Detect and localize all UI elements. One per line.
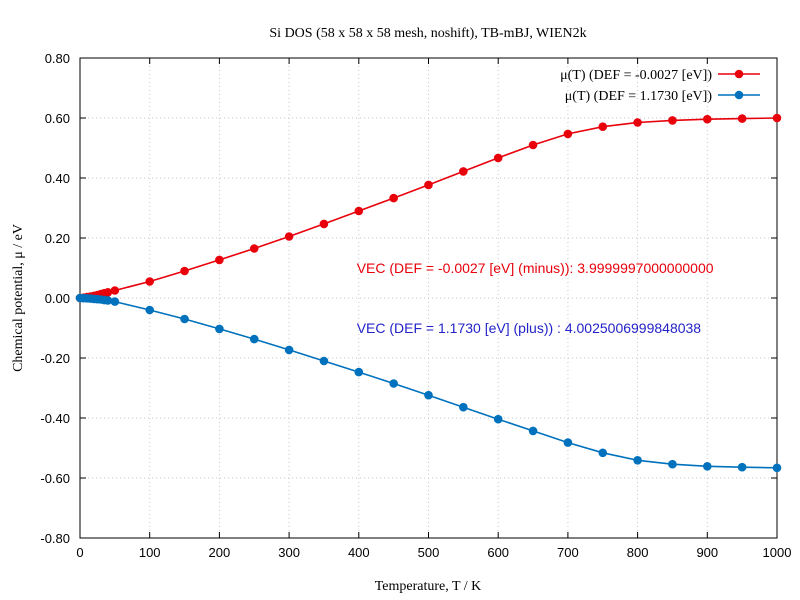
x-axis-label: Temperature, T / K [375, 579, 482, 594]
y-tick-label: 0.80 [45, 51, 70, 66]
data-point [737, 114, 747, 123]
data-point [703, 462, 712, 471]
legend-swatch-point [734, 90, 744, 100]
data-point [459, 167, 468, 176]
legend-label: μ(T) (DEF = -0.0027 [eV]) [560, 68, 712, 83]
legend: μ(T) (DEF = -0.0027 [eV]) μ(T) (DEF = 1.… [560, 68, 760, 104]
data-point [389, 379, 398, 388]
x-tick-label: 100 [139, 545, 161, 560]
data-point [772, 463, 782, 473]
data-point [284, 345, 294, 355]
x-tick-label: 800 [627, 545, 649, 560]
data-point [528, 140, 538, 150]
data-point [703, 114, 712, 124]
data-point [354, 367, 364, 377]
data-point [668, 116, 677, 125]
data-point [284, 232, 294, 241]
data-point [180, 266, 189, 276]
legend-swatch-point [734, 69, 744, 79]
y-tick-label: -0.60 [40, 471, 70, 486]
legend-label: μ(T) (DEF = 1.1730 [eV]) [565, 89, 713, 104]
y-tick-label: -0.80 [40, 531, 70, 546]
annotations: VEC (DEF = -0.0027 [eV] (minus)): 3.9999… [357, 260, 714, 336]
data-point [249, 334, 259, 344]
data-point [145, 305, 154, 315]
y-tick-label: -0.20 [40, 351, 70, 366]
data-point [424, 390, 433, 400]
data-point [424, 180, 433, 190]
data-point [215, 324, 224, 334]
data-point [633, 456, 642, 465]
data-point [180, 314, 189, 324]
x-tick-label: 700 [557, 545, 579, 560]
data-point [110, 297, 120, 306]
y-tick-label: 0.00 [45, 291, 70, 306]
data-point [493, 153, 503, 163]
data-point [563, 438, 573, 447]
data-point [493, 414, 503, 424]
data-point [319, 219, 329, 229]
data-point [528, 426, 538, 436]
y-tick-label: 0.20 [45, 231, 70, 246]
x-tick-label: 900 [696, 545, 718, 560]
data-point [459, 402, 468, 412]
x-tick-label: 1000 [763, 545, 792, 560]
data-point [737, 462, 747, 472]
y-tick-label: 0.60 [45, 111, 70, 126]
grid [80, 58, 777, 538]
series-layer [75, 113, 782, 473]
annotation-minus: VEC (DEF = -0.0027 [eV] (minus)): 3.9999… [357, 260, 714, 276]
ticks: 0 100 200 300 400 500 600 700 800 900 1000 -0.80 -0.… [40, 51, 791, 560]
data-point [103, 288, 113, 297]
chart-title: Si DOS (58 x 58 x 58 mesh, noshift), TB-… [269, 26, 586, 41]
y-axis-label: Chemical potential, μ / eV [11, 224, 26, 372]
x-tick-label: 500 [418, 545, 440, 560]
data-point [598, 448, 608, 458]
data-point [110, 286, 120, 295]
data-point [215, 255, 224, 265]
x-tick-label: 400 [348, 545, 370, 560]
data-point [319, 356, 329, 366]
data-point [668, 459, 677, 469]
data-point [598, 122, 608, 131]
data-point [103, 296, 113, 305]
data-point [389, 193, 398, 203]
data-point [772, 113, 782, 123]
data-point [633, 118, 642, 127]
data-point [249, 244, 259, 253]
x-tick-label: 200 [209, 545, 231, 560]
data-point [145, 277, 154, 286]
x-tick-label: 0 [76, 545, 83, 560]
x-tick-label: 600 [487, 545, 509, 560]
y-tick-label: -0.40 [40, 411, 70, 426]
y-tick-label: 0.40 [45, 171, 70, 186]
data-point [563, 129, 573, 139]
data-point [354, 206, 364, 216]
x-tick-label: 300 [278, 545, 300, 560]
annotation-plus: VEC (DEF = 1.1730 [eV] (plus)) : 4.00250… [357, 320, 702, 336]
